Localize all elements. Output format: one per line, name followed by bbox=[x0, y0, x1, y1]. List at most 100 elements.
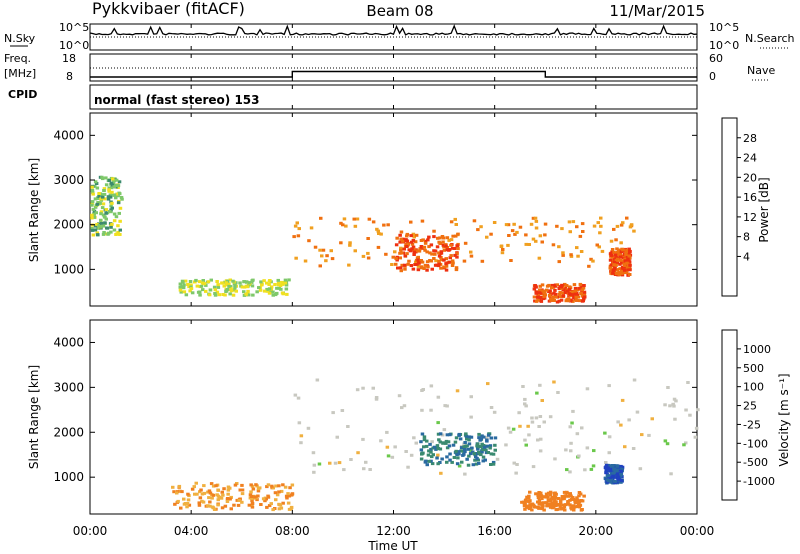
range-cell bbox=[265, 505, 269, 509]
range-cell bbox=[333, 461, 338, 465]
range-cell bbox=[477, 450, 481, 454]
range-cell bbox=[571, 220, 576, 224]
range-cell bbox=[188, 280, 193, 283]
range-cell bbox=[265, 485, 269, 489]
range-cell bbox=[457, 433, 461, 437]
range-cell bbox=[575, 498, 580, 502]
range-cell bbox=[473, 458, 477, 462]
range-cell bbox=[395, 236, 399, 240]
range-cell bbox=[284, 287, 289, 291]
range-cell bbox=[288, 486, 292, 490]
range-cell bbox=[294, 256, 298, 260]
range-cell bbox=[410, 247, 414, 251]
range-cell bbox=[199, 488, 203, 492]
range-cell bbox=[467, 454, 471, 458]
range-cell bbox=[405, 232, 410, 236]
range-cell bbox=[481, 459, 485, 463]
range-cell bbox=[547, 290, 551, 293]
range-cell bbox=[518, 225, 523, 229]
range-cell bbox=[220, 490, 224, 494]
range-cell bbox=[552, 284, 557, 288]
colorbar-tick-label: 28 bbox=[743, 132, 757, 145]
range-cell bbox=[286, 492, 290, 496]
range-cell bbox=[429, 408, 433, 412]
range-cell bbox=[271, 508, 275, 512]
range-cell bbox=[435, 456, 439, 460]
range-cell bbox=[445, 460, 449, 464]
range-cell bbox=[216, 283, 220, 287]
range-cell bbox=[90, 227, 94, 230]
range-cell bbox=[110, 190, 114, 194]
range-cell bbox=[472, 219, 477, 223]
x-tick-label: 00:00 bbox=[680, 524, 715, 538]
range-cell bbox=[451, 261, 455, 265]
range-cell bbox=[578, 492, 583, 496]
range-cell bbox=[267, 287, 272, 291]
range-cell bbox=[550, 501, 554, 505]
range-cell bbox=[102, 189, 106, 192]
range-cell bbox=[625, 216, 629, 220]
range-cell bbox=[285, 292, 289, 296]
nave-label: Nave bbox=[747, 64, 775, 77]
range-cell bbox=[615, 464, 620, 468]
range-cell bbox=[565, 289, 570, 293]
range-cell bbox=[278, 503, 283, 507]
range-cell bbox=[622, 267, 626, 270]
range-cell bbox=[118, 192, 122, 196]
range-cell bbox=[100, 177, 105, 181]
range-cell bbox=[626, 257, 630, 261]
range-cell bbox=[628, 225, 633, 229]
range-cell bbox=[615, 251, 620, 254]
range-cell bbox=[219, 496, 224, 500]
range-cell bbox=[554, 292, 558, 296]
range-cell bbox=[200, 281, 205, 285]
range-cell bbox=[615, 468, 619, 472]
range-cell bbox=[321, 248, 326, 252]
range-cell bbox=[532, 505, 536, 508]
range-cell bbox=[616, 477, 620, 481]
range-cell bbox=[609, 239, 614, 243]
range-cell bbox=[628, 273, 632, 276]
range-cell bbox=[554, 508, 558, 512]
range-cell bbox=[406, 262, 410, 266]
range-cell bbox=[226, 492, 230, 496]
range-cell bbox=[561, 503, 566, 507]
range-cell bbox=[467, 442, 472, 446]
range-cell bbox=[385, 430, 389, 434]
range-cell bbox=[575, 505, 580, 508]
beam-title: Beam 08 bbox=[366, 2, 433, 20]
x-tick-label: 04:00 bbox=[174, 524, 209, 538]
range-cell bbox=[571, 409, 575, 413]
range-cell bbox=[427, 459, 431, 463]
range-cell bbox=[419, 440, 423, 444]
range-cell bbox=[684, 408, 688, 412]
range-cell bbox=[225, 279, 230, 283]
range-cell bbox=[242, 285, 247, 289]
range-cell bbox=[176, 499, 180, 503]
range-cell bbox=[612, 263, 616, 267]
range-cell bbox=[95, 231, 99, 235]
range-cell bbox=[178, 489, 182, 493]
range-cell bbox=[112, 228, 117, 232]
range-cell bbox=[539, 491, 543, 495]
range-cell bbox=[258, 486, 262, 490]
range-cell bbox=[468, 452, 473, 456]
range-cell bbox=[538, 383, 542, 387]
range-cell bbox=[324, 259, 328, 263]
range-cell bbox=[98, 225, 102, 228]
range-cell bbox=[423, 460, 428, 464]
range-cell bbox=[281, 292, 286, 296]
range-cell bbox=[443, 404, 447, 408]
range-cell bbox=[558, 290, 562, 294]
range-cell bbox=[521, 385, 525, 388]
range-cell bbox=[579, 250, 584, 253]
range-cell bbox=[552, 291, 556, 295]
range-cell bbox=[171, 485, 175, 489]
range-cell bbox=[111, 181, 116, 185]
range-cell bbox=[217, 293, 221, 297]
range-cell bbox=[540, 283, 545, 287]
range-cell bbox=[438, 432, 443, 436]
range-cell bbox=[325, 254, 329, 258]
range-cell bbox=[442, 265, 447, 269]
range-cell bbox=[491, 460, 496, 464]
